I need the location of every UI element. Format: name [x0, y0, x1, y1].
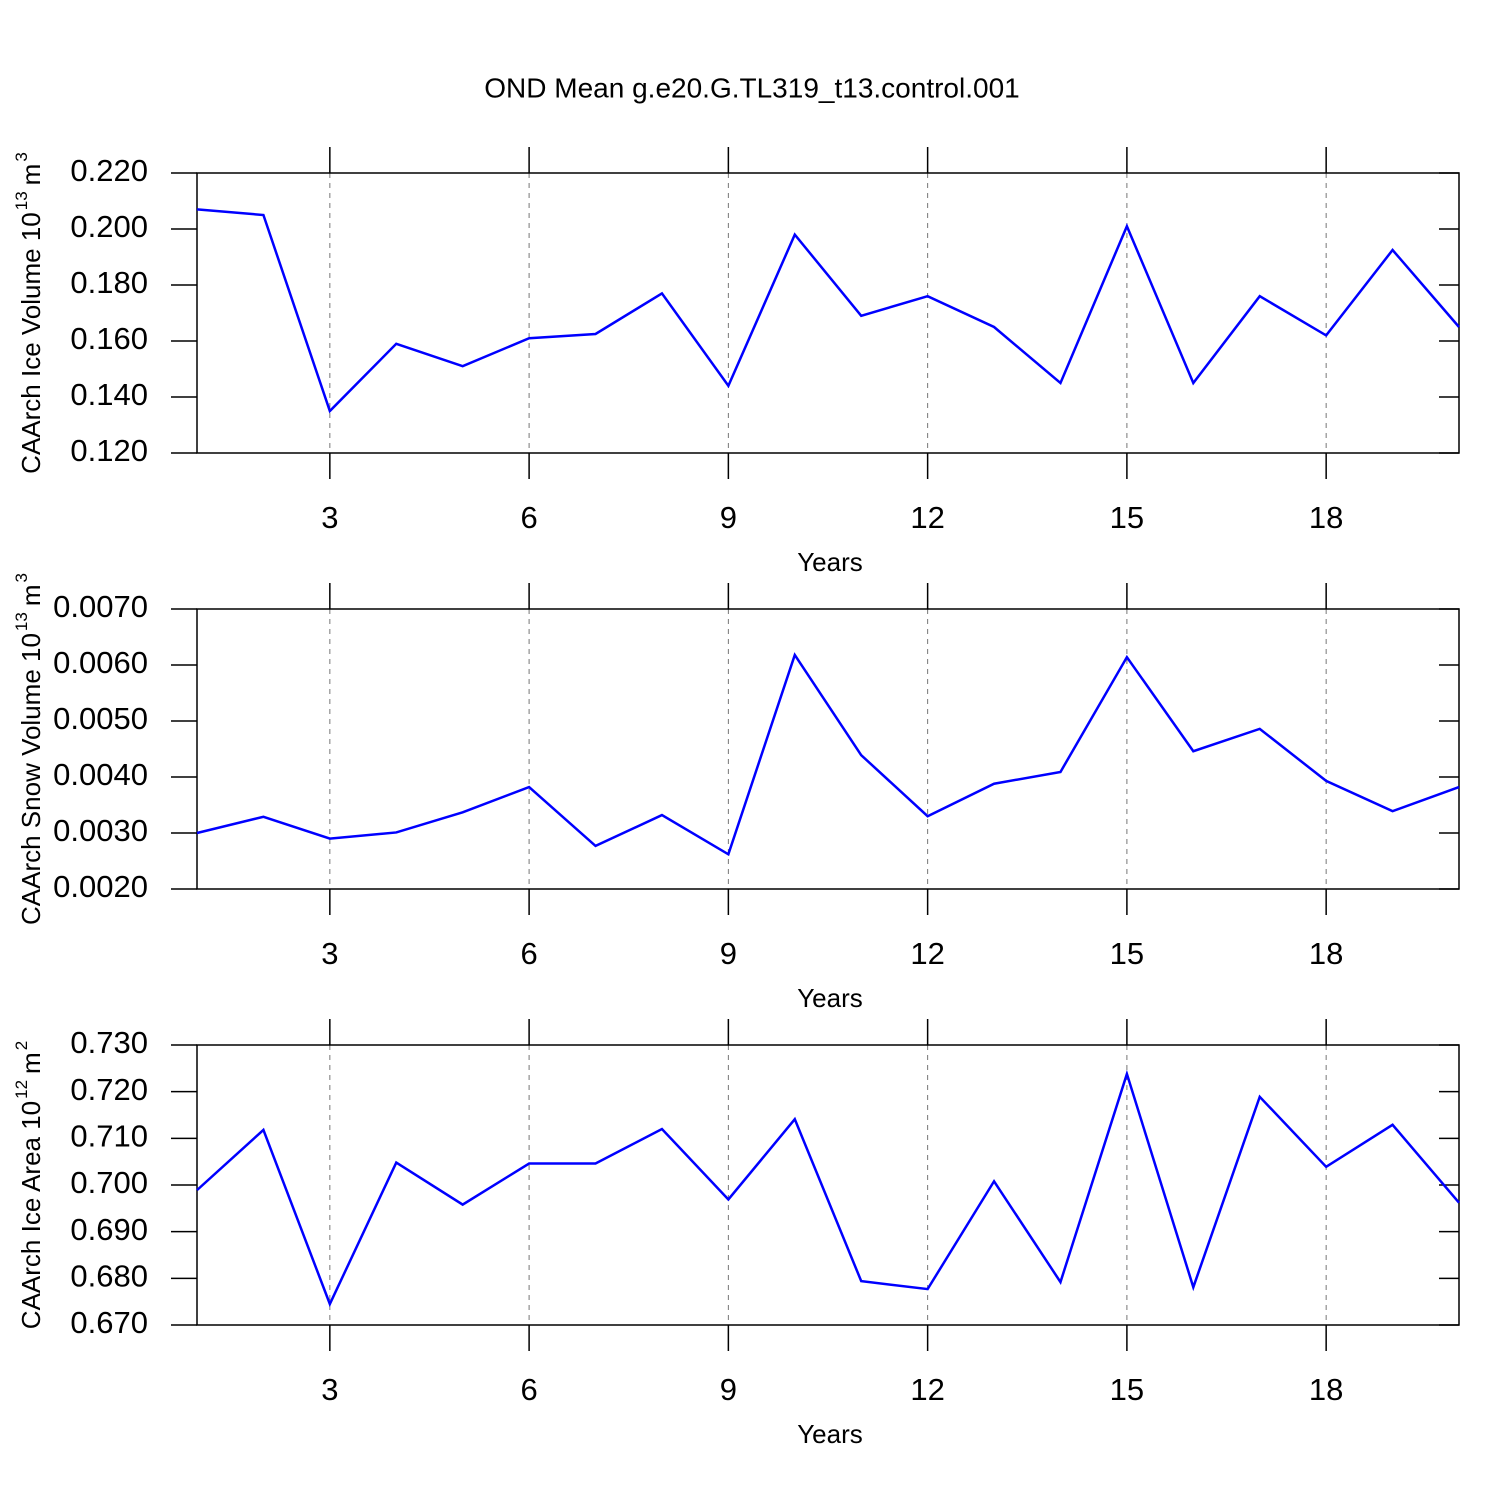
x-tick-label: 3: [321, 500, 338, 535]
x-axis-label: Years: [797, 983, 863, 1013]
x-axis-label: Years: [797, 547, 863, 577]
x-tick-label: 15: [1110, 500, 1144, 535]
y-tick-label: 0.720: [70, 1072, 148, 1107]
x-tick-label: 3: [321, 936, 338, 971]
y-label-text: CAArch Ice Volume 10: [16, 212, 46, 474]
x-tick-label: 12: [910, 936, 944, 971]
data-line: [196, 208, 1460, 414]
x-tick-label: 9: [720, 1372, 737, 1407]
data-line: [196, 652, 1460, 857]
y-tick-label: 0.0060: [53, 645, 148, 680]
y-label-text: m: [16, 1052, 46, 1074]
y-tick-label: 0.0030: [53, 813, 148, 848]
y-tick-label: 0.0040: [53, 757, 148, 792]
y-label-text: m: [16, 584, 46, 606]
x-tick-label: 12: [910, 1372, 944, 1407]
figure-title: OND Mean g.e20.G.TL319_t13.control.001: [484, 72, 1019, 103]
y-axis-label: CAArch Snow Volume 10 13 m 3: [12, 573, 45, 925]
y-label-text: CAArch Snow Volume 10: [16, 633, 46, 925]
y-tick-label: 0.0050: [53, 701, 148, 736]
y-tick-label: 0.700: [70, 1165, 148, 1200]
y-tick-label: 0.0020: [53, 869, 148, 904]
x-tick-label: 9: [720, 500, 737, 535]
y-label-exponent: 13: [12, 612, 31, 631]
x-tick-label: 18: [1309, 936, 1343, 971]
x-tick-label: 18: [1309, 1372, 1343, 1407]
y-tick-label: 0.160: [70, 321, 148, 356]
y-axis-label: CAArch Ice Area 10 12 m 2: [12, 1041, 45, 1329]
y-tick-label: 0.220: [70, 153, 148, 188]
y-label-exponent: 2: [12, 1041, 31, 1050]
x-tick-label: 3: [321, 1372, 338, 1407]
data-line: [196, 1069, 1460, 1308]
x-tick-label: 12: [910, 500, 944, 535]
y-label-exponent: 13: [12, 191, 31, 210]
plot-frame: [196, 1044, 1460, 1326]
y-tick-label: 0.0070: [53, 589, 148, 624]
x-tick-label: 9: [720, 936, 737, 971]
y-tick-label: 0.180: [70, 265, 148, 300]
plot-frame: [196, 608, 1460, 890]
y-tick-label: 0.200: [70, 209, 148, 244]
y-tick-label: 0.680: [70, 1259, 148, 1294]
y-axis-label: CAArch Ice Volume 10 13 m 3: [12, 152, 45, 474]
y-tick-label: 0.690: [70, 1212, 148, 1247]
y-tick-label: 0.710: [70, 1119, 148, 1154]
x-tick-label: 18: [1309, 500, 1343, 535]
y-tick-label: 0.120: [70, 433, 148, 468]
y-tick-label: 0.670: [70, 1305, 148, 1340]
x-tick-label: 6: [520, 500, 537, 535]
y-label-text: m: [16, 164, 46, 186]
y-tick-label: 0.140: [70, 377, 148, 412]
plot-frame: [196, 172, 1460, 454]
y-label-exponent: 12: [12, 1080, 31, 1099]
y-label-exponent: 3: [12, 152, 31, 161]
y-label-exponent: 3: [12, 573, 31, 582]
x-tick-label: 6: [520, 1372, 537, 1407]
y-label-text: CAArch Ice Area 10: [16, 1101, 46, 1329]
x-tick-label: 15: [1110, 936, 1144, 971]
y-tick-label: 0.730: [70, 1025, 148, 1060]
x-axis-label: Years: [797, 1419, 863, 1449]
x-tick-label: 15: [1110, 1372, 1144, 1407]
x-tick-label: 6: [520, 936, 537, 971]
